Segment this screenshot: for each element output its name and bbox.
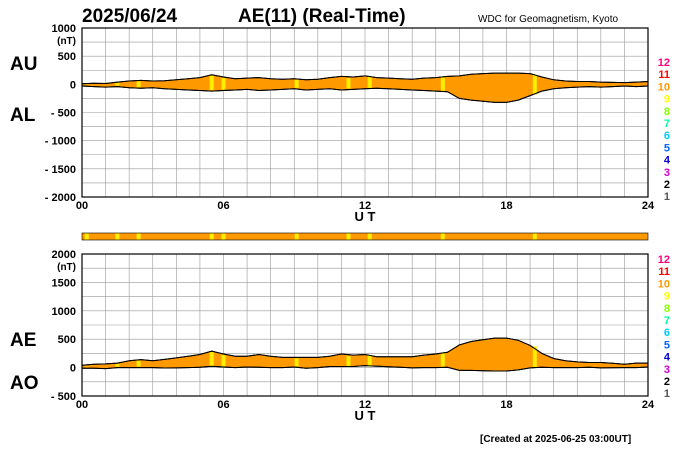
station-legend-number: 6 [664,327,670,339]
coverage-highlight [346,233,351,240]
coverage-highlight [136,233,141,240]
station-legend-number: 8 [664,106,670,118]
au-line [81,72,649,85]
highlight-band [294,79,299,88]
x-tick-label: 12 [359,200,371,212]
y-tick-label: - 1000 [45,136,76,148]
y-tick-label: 0 [70,79,76,91]
highlight-band [221,78,226,90]
station-legend-number: 7 [664,315,670,327]
station-legend-number: 5 [664,142,670,154]
station-legend-number: 4 [664,352,671,364]
al-line [81,85,649,103]
y-tick-label: 1000 [52,306,76,318]
station-legend-number: 9 [664,94,670,106]
series-label-ae: AE [10,330,36,351]
ae-line [81,337,648,366]
coverage-highlight [221,233,226,240]
highlight-band [221,354,226,367]
unit-label: (nT) [57,36,76,47]
unit-label: (nT) [57,262,76,273]
station-legend-number: 4 [664,155,671,167]
y-tick-label: 0 [70,363,76,375]
chart-title: AE(11) (Real-Time) [238,6,406,27]
coverage-highlight [440,233,445,240]
y-tick-label: 1000 [52,23,76,35]
highlight-band [209,352,214,367]
y-tick-label: 500 [58,51,76,63]
plot-frame [81,27,649,198]
x-tick-label: 24 [642,200,655,212]
date-label: 2025/06/24 [82,6,178,27]
highlight-band [367,355,372,367]
plot-frame [81,253,649,397]
station-legend-number: 3 [664,364,670,376]
coverage-bar [81,232,649,241]
station-legend-number: 1 [664,191,670,203]
highlight-band [440,353,445,367]
x-tick-label: 18 [500,200,512,212]
highlight-band [115,364,120,367]
coverage-highlight [294,233,299,240]
series-label-ao: AO [10,373,39,394]
y-tick-label: - 500 [51,108,76,120]
station-legend-number: 3 [664,167,670,179]
station-legend-number: 11 [658,266,670,278]
x-axis-label: U T [355,209,376,224]
station-legend-number: 8 [664,303,670,315]
station-legend-number: 12 [658,57,670,69]
highlight-band [346,356,351,367]
coverage-highlight [84,233,89,240]
station-legend-number: 5 [664,339,670,351]
station-legend-number: 2 [664,179,670,191]
x-tick-label: 06 [217,399,229,411]
y-tick-label: - 500 [51,391,76,403]
series-label-au: AU [10,54,37,75]
station-coverage-strip [81,232,649,241]
coverage-highlight [115,233,120,240]
station-legend-number: 10 [658,81,670,93]
y-tick-label: - 1500 [45,164,76,176]
x-tick-label: 06 [217,200,229,212]
y-tick-label: 1500 [52,277,76,289]
coverage-highlight [532,233,537,240]
highlight-band [136,360,141,367]
station-legend-number: 11 [658,69,670,81]
highlight-band [294,358,299,367]
highlight-band [209,75,214,91]
source-label: WDC for Geomagnetism, Kyoto [478,14,618,25]
station-legend-number: 1 [664,388,670,400]
coverage-highlight [367,233,372,240]
y-tick-label: 2000 [52,249,76,261]
y-tick-label: - 2000 [45,192,76,204]
highlight-band [115,83,120,86]
created-timestamp: [Created at 2025-06-25 03:00UT] [480,434,631,445]
highlight-band [346,78,351,89]
station-legend-number: 9 [664,291,670,303]
x-tick-label: 00 [76,399,88,411]
x-tick-label: 24 [642,399,655,411]
au-al-panel: 1000 500 0 - 500 - 1000 - 1500 - 2000 (nT) 00 06 1… [10,23,671,224]
x-tick-label: 18 [500,399,512,411]
station-legend-number: 7 [664,118,670,130]
highlight-band [532,346,537,367]
highlight-band [440,77,445,91]
station-legend-number: 6 [664,130,670,142]
highlight-band [532,74,537,95]
highlight-band [84,366,89,368]
x-tick-label: 12 [359,399,371,411]
x-axis-label: U T [355,408,376,423]
ao-line [82,365,649,372]
station-legend-number: 10 [658,278,670,290]
highlight-band [367,76,372,88]
series-label-al: AL [10,105,36,126]
coverage-highlight [209,233,214,240]
station-legend-number: 2 [664,376,670,388]
highlight-band [136,81,141,88]
y-tick-label: 500 [58,334,76,346]
station-legend-number: 12 [658,254,670,266]
x-tick-label: 00 [76,200,88,212]
